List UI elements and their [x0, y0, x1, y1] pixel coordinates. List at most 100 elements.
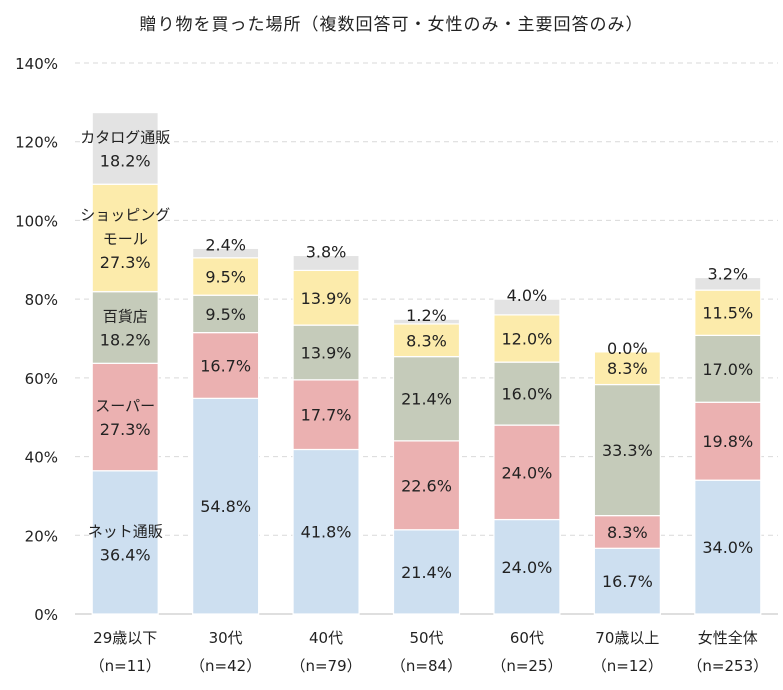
data-label: 3.2% [707, 264, 748, 283]
bar-segment [292, 324, 360, 381]
bar-segment [192, 397, 260, 615]
x-category-label: 女性全体 [698, 629, 758, 647]
x-category-sample-size: （n=79） [290, 657, 361, 675]
x-category-sample-size: （n=11） [90, 657, 161, 675]
y-tick-label: 40% [25, 449, 58, 467]
bar-segment [593, 383, 661, 517]
x-category-label: 50代 [409, 629, 443, 647]
data-label: 34.0% [702, 538, 753, 557]
data-label: 17.0% [702, 360, 753, 379]
data-label: 21.4% [401, 390, 452, 409]
y-tick-label: 60% [25, 370, 58, 388]
bar-segment [91, 111, 159, 185]
bar-segment [292, 448, 360, 615]
data-label: 2.4% [205, 235, 246, 254]
data-label: 13.9% [301, 289, 352, 308]
bar-segment [292, 254, 360, 272]
series-inline-label: スーパー [95, 397, 155, 415]
data-label: 4.0% [507, 286, 548, 305]
data-label: 9.5% [205, 268, 246, 287]
x-category-sample-size: （n=25） [491, 657, 562, 675]
data-label: 8.3% [607, 359, 648, 378]
x-category-sample-size: （n=253） [687, 657, 768, 675]
data-label: 54.8% [200, 497, 251, 516]
bar-segment [192, 294, 260, 334]
data-label: 9.5% [205, 305, 246, 324]
x-category-label: 70歳以上 [595, 629, 659, 647]
y-tick-label: 140% [15, 55, 58, 73]
bar-segment [192, 247, 260, 259]
x-category-label: 60代 [510, 629, 544, 647]
bar-segment [392, 318, 461, 325]
bar-segment [192, 257, 260, 296]
data-label: 19.8% [702, 432, 753, 451]
bar-segment [392, 529, 461, 615]
data-label: 13.9% [301, 343, 352, 362]
bar-segment [694, 479, 762, 615]
series-inline-label: モール [103, 230, 148, 248]
data-label: 8.3% [607, 523, 648, 542]
data-label: 36.4% [100, 545, 151, 564]
x-category-label: 29歳以下 [93, 629, 157, 647]
data-label: 22.6% [401, 476, 452, 495]
bar-segment [493, 424, 561, 521]
data-label: 17.7% [301, 406, 352, 425]
bar-segment [392, 356, 461, 442]
series-inline-label: ショッピング [80, 206, 170, 224]
bar-segment [493, 298, 561, 316]
bar-segment [493, 314, 561, 363]
y-tick-label: 80% [25, 291, 58, 309]
data-label: 33.3% [602, 441, 653, 460]
y-tick-label: 100% [15, 212, 58, 230]
series-inline-label: カタログ通販 [80, 128, 170, 146]
data-label: 16.7% [200, 356, 251, 375]
bar-segment [292, 379, 360, 451]
bar-segment [593, 515, 661, 549]
bar-segment [694, 289, 762, 336]
data-label: 0.0% [607, 339, 648, 358]
bar-segment [192, 331, 260, 399]
series-inline-label: ネット通販 [88, 522, 163, 540]
x-category-label: 40代 [309, 629, 343, 647]
y-tick-label: 120% [15, 134, 58, 152]
data-label: 16.7% [602, 572, 653, 591]
y-tick-label: 20% [25, 527, 58, 545]
bars [91, 111, 762, 615]
y-axis: 0% 20% 40% 60% 80% 100% 120% 140% [15, 55, 58, 624]
bar-segment [593, 351, 661, 386]
bar-segment [91, 470, 159, 615]
bar-segment [694, 276, 762, 291]
x-category-sample-size: （n=84） [391, 657, 462, 675]
data-label: 27.3% [100, 420, 151, 439]
data-label: 8.3% [406, 331, 447, 350]
bar-segment [292, 269, 360, 326]
x-category-label: 30代 [209, 629, 243, 647]
data-label: 3.8% [306, 242, 347, 261]
y-tick-label: 0% [34, 606, 58, 624]
data-label: 27.3% [100, 253, 151, 272]
data-label: 12.0% [502, 330, 553, 349]
bar-segment [694, 401, 762, 481]
x-category-sample-size: （n=12） [592, 657, 663, 675]
bar-segment [493, 361, 561, 426]
data-label: 41.8% [301, 523, 352, 542]
bar-segment [91, 362, 159, 472]
bar-segment [392, 440, 461, 531]
chart-title: 贈り物を買った場所（複数回答可・女性のみ・主要回答のみ） [139, 15, 644, 35]
data-label: 24.0% [502, 558, 553, 577]
x-category-sample-size: （n=42） [190, 657, 261, 675]
bar-segment [493, 518, 561, 615]
series-inline-label: 百貨店 [103, 307, 148, 325]
data-label: 16.0% [502, 385, 553, 404]
bar-segment [91, 291, 159, 364]
data-label: 18.2% [100, 330, 151, 349]
data-label: 1.2% [406, 306, 447, 325]
data-label: 21.4% [401, 563, 452, 582]
bar-segment [593, 547, 661, 615]
x-axis-categories: 29歳以下 （n=11） 30代 （n=42） 40代 （n=79） 50代 （n=84） 60… [90, 629, 769, 675]
data-label: 11.5% [702, 304, 753, 323]
data-label: 18.2% [100, 151, 151, 170]
data-label: 24.0% [502, 463, 553, 482]
